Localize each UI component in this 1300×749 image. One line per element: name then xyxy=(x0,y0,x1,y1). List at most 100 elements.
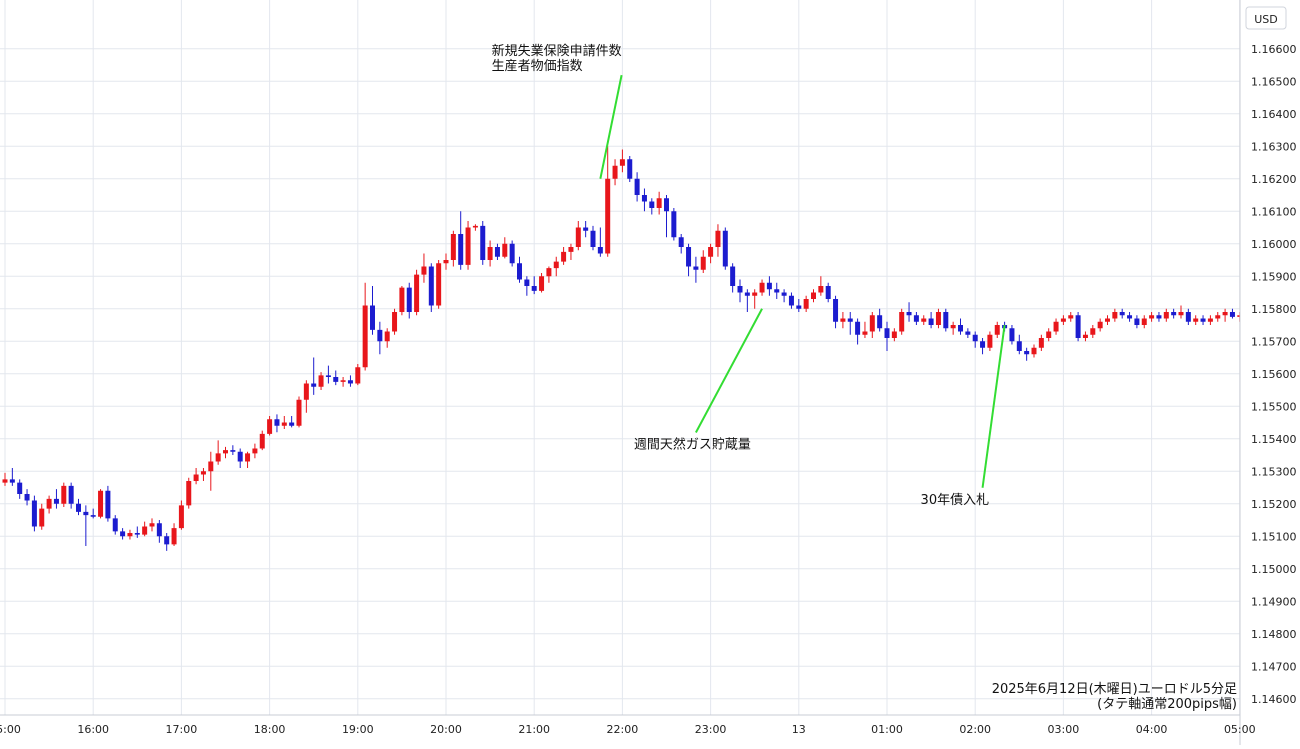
price-tick-label: 1.15800 xyxy=(1251,303,1297,316)
candle-body xyxy=(465,227,471,265)
price-tick-label: 1.16500 xyxy=(1251,75,1297,88)
candle-body xyxy=(700,256,706,270)
candle-body xyxy=(120,531,126,537)
candle-body xyxy=(568,247,574,252)
candle-body xyxy=(958,325,963,332)
candle-body xyxy=(737,286,743,293)
candle-body xyxy=(869,315,875,332)
candle-body xyxy=(171,528,177,545)
candle-body xyxy=(1156,315,1162,319)
chart-note-line-1: 2025年6月12日(木曜日)ユーロドル5分足 xyxy=(992,682,1237,697)
candle-body xyxy=(325,375,331,377)
candle-body xyxy=(906,312,912,316)
candle-body xyxy=(921,318,927,322)
price-tick-label: 1.15500 xyxy=(1251,400,1297,413)
price-tick-label: 1.16400 xyxy=(1251,108,1297,121)
candle-body xyxy=(517,263,522,280)
candle-body xyxy=(686,247,692,267)
candle-body xyxy=(796,305,802,309)
price-tick-label: 1.16000 xyxy=(1251,238,1297,251)
candle-body xyxy=(539,276,545,291)
candle-body xyxy=(377,329,383,342)
candle-body xyxy=(76,503,81,512)
candle-body xyxy=(39,508,45,527)
time-tick-label: 16:00 xyxy=(77,723,109,736)
candles xyxy=(2,146,1243,551)
candle-body xyxy=(1178,312,1184,316)
candle-body xyxy=(17,482,23,494)
time-axis: 15:00 16:00 17:00 18:00 19:00 20:00 21:00 22:00… xyxy=(0,723,1256,736)
currency-badge[interactable]: USD xyxy=(1245,6,1287,30)
price-tick-label: 1.15200 xyxy=(1251,498,1297,511)
time-tick-label: 05:00 xyxy=(1224,723,1256,736)
candle-body xyxy=(612,165,618,179)
candle-body xyxy=(950,325,956,329)
annotation-label: 新規失業保険申請件数 xyxy=(492,43,622,59)
candle-body xyxy=(641,195,647,202)
candle-body xyxy=(1215,315,1221,319)
candle-body xyxy=(200,471,206,475)
candle-body xyxy=(252,448,258,454)
candle-body xyxy=(811,292,816,299)
candle-body xyxy=(1127,315,1133,319)
candle-body xyxy=(208,461,214,472)
candle-body xyxy=(553,261,559,269)
candle-body xyxy=(281,422,287,426)
grid xyxy=(0,0,1241,715)
price-tick-label: 1.16600 xyxy=(1251,43,1297,56)
candle-body xyxy=(384,331,390,342)
candle-body xyxy=(134,533,140,535)
candle-body xyxy=(53,498,59,504)
candle-body xyxy=(722,230,728,267)
candle-body xyxy=(267,419,273,434)
candle-body xyxy=(928,318,934,325)
candle-body xyxy=(899,312,905,332)
time-tick-label: 04:00 xyxy=(1136,723,1168,736)
annotation-label: 30年債入札 xyxy=(921,493,990,508)
candle-body xyxy=(318,375,324,387)
candle-body xyxy=(1200,318,1206,322)
candle-body xyxy=(1112,312,1118,319)
candle-body xyxy=(877,315,883,329)
candle-body xyxy=(193,474,199,481)
candle-body xyxy=(605,178,611,254)
time-tick-label: 03:00 xyxy=(1048,723,1080,736)
candle-body xyxy=(730,266,736,286)
candle-body xyxy=(149,523,155,527)
candle-body xyxy=(1031,347,1037,355)
time-tick-label: 21:00 xyxy=(518,723,550,736)
time-tick-label: 20:00 xyxy=(430,723,462,736)
candle-body xyxy=(1119,312,1125,316)
candle-body xyxy=(362,305,368,368)
candle-body xyxy=(289,422,295,426)
candle-body xyxy=(1229,312,1235,317)
candle-body xyxy=(1193,318,1199,322)
candle-body xyxy=(24,494,30,501)
candle-body xyxy=(370,305,375,330)
candle-body xyxy=(1068,315,1074,319)
candle-body xyxy=(509,243,515,264)
candle-body xyxy=(450,234,456,260)
candle-body xyxy=(1097,321,1103,329)
price-tick-label: 1.16200 xyxy=(1251,173,1297,186)
price-tick-label: 1.15900 xyxy=(1251,270,1297,283)
candle-body xyxy=(671,211,677,238)
candle-body xyxy=(627,159,633,179)
candle-body xyxy=(524,279,530,286)
price-tick-label: 1.15000 xyxy=(1251,563,1297,576)
annotation-line xyxy=(695,308,763,433)
candle-body xyxy=(656,198,662,208)
candle-body xyxy=(340,380,346,382)
candle-body xyxy=(1149,315,1155,319)
candle-body xyxy=(230,450,236,452)
candle-body xyxy=(406,287,412,312)
candle-body xyxy=(1222,312,1228,316)
candle-body xyxy=(715,230,721,247)
candle-body xyxy=(436,263,442,306)
time-tick-label: 22:00 xyxy=(607,723,639,736)
candle-body xyxy=(1060,318,1066,322)
candle-body xyxy=(392,312,398,332)
candle-body xyxy=(855,321,861,335)
candle-body xyxy=(1163,312,1169,319)
